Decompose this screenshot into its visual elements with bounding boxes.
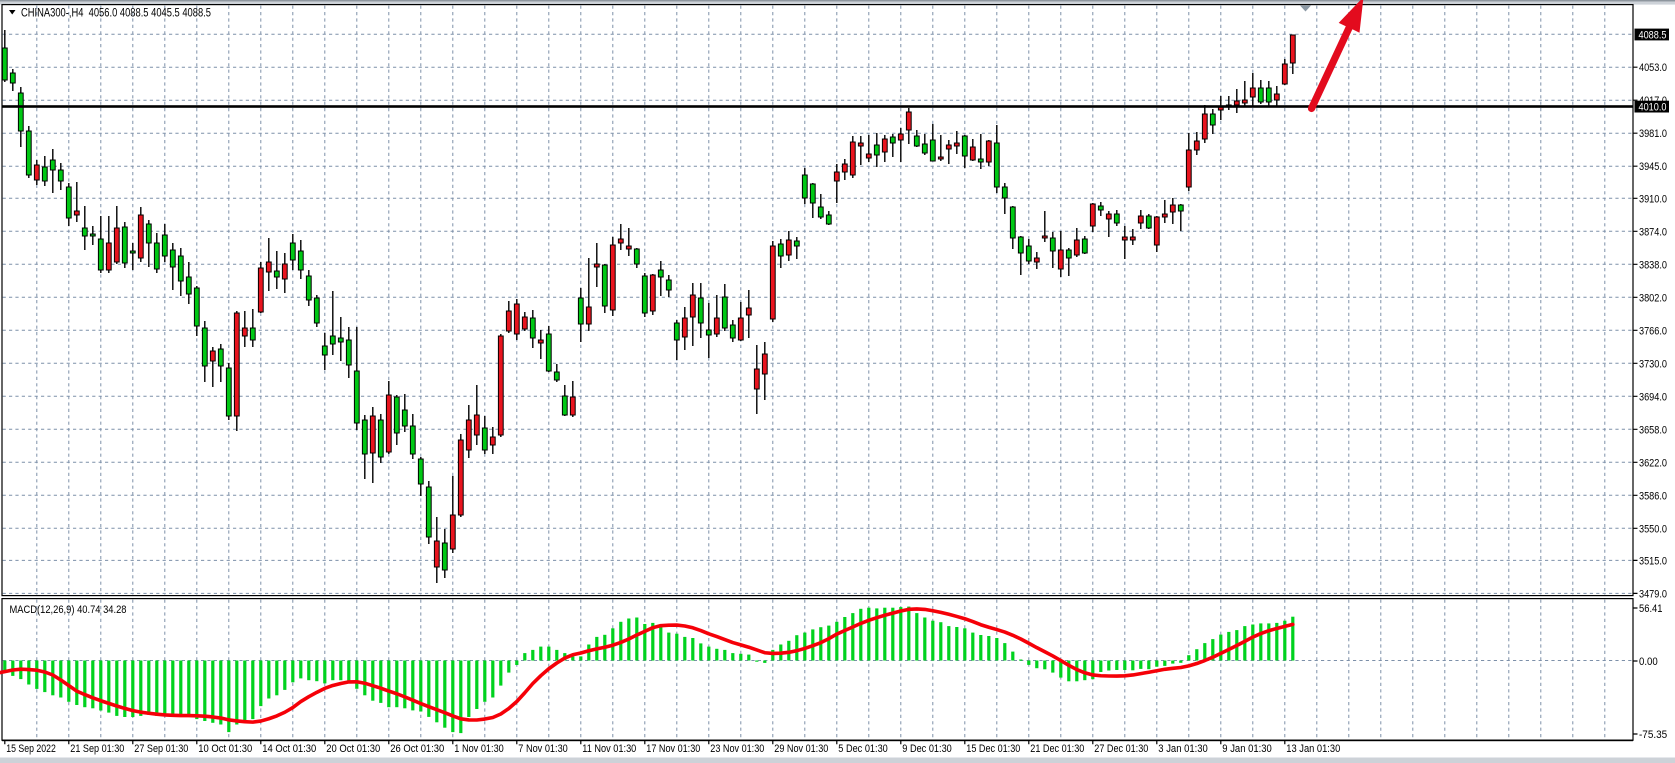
svg-text:-75.35: -75.35 [1639, 729, 1667, 741]
svg-text:17 Nov 01:30: 17 Nov 01:30 [646, 743, 700, 755]
svg-text:10 Oct 01:30: 10 Oct 01:30 [198, 743, 252, 755]
svg-text:15 Sep 2022: 15 Sep 2022 [6, 743, 56, 755]
svg-text:3838.0: 3838.0 [1639, 259, 1667, 271]
svg-text:3694.0: 3694.0 [1639, 391, 1667, 403]
svg-text:7 Nov 01:30: 7 Nov 01:30 [518, 743, 568, 755]
svg-text:1 Nov 01:30: 1 Nov 01:30 [454, 743, 504, 755]
svg-text:4053.0: 4053.0 [1639, 62, 1667, 74]
svg-text:27 Dec 01:30: 27 Dec 01:30 [1094, 743, 1148, 755]
svg-text:3658.0: 3658.0 [1639, 424, 1667, 436]
svg-text:3479.0: 3479.0 [1639, 588, 1667, 600]
svg-text:3874.0: 3874.0 [1639, 226, 1667, 238]
svg-text:3945.0: 3945.0 [1639, 161, 1667, 173]
svg-text:5 Dec 01:30: 5 Dec 01:30 [838, 743, 888, 755]
svg-text:3515.0: 3515.0 [1639, 555, 1667, 567]
svg-text:21 Dec 01:30: 21 Dec 01:30 [1030, 743, 1084, 755]
svg-text:14 Oct 01:30: 14 Oct 01:30 [262, 743, 316, 755]
svg-text:13 Jan 01:30: 13 Jan 01:30 [1286, 743, 1340, 755]
svg-text:3730.0: 3730.0 [1639, 358, 1667, 370]
svg-text:4088.5: 4088.5 [1639, 30, 1667, 42]
svg-text:0.00: 0.00 [1639, 656, 1658, 668]
svg-text:27 Sep 01:30: 27 Sep 01:30 [134, 743, 188, 755]
svg-text:3802.0: 3802.0 [1639, 292, 1667, 304]
svg-text:23 Nov 01:30: 23 Nov 01:30 [710, 743, 764, 755]
svg-text:3622.0: 3622.0 [1639, 457, 1667, 469]
svg-text:3910.0: 3910.0 [1639, 193, 1667, 205]
svg-text:15 Dec 01:30: 15 Dec 01:30 [966, 743, 1020, 755]
svg-text:MACD(12,26,9) 40.74 34.28: MACD(12,26,9) 40.74 34.28 [10, 604, 127, 616]
svg-text:4010.0: 4010.0 [1639, 102, 1667, 114]
svg-text:CHINA300-,H4 4056.0 4088.5 40: CHINA300-,H4 4056.0 4088.5 4045.5 4088.5 [21, 8, 211, 20]
svg-text:3550.0: 3550.0 [1639, 523, 1667, 535]
svg-text:20 Oct 01:30: 20 Oct 01:30 [326, 743, 380, 755]
svg-text:11 Nov 01:30: 11 Nov 01:30 [582, 743, 636, 755]
svg-text:3586.0: 3586.0 [1639, 490, 1667, 502]
svg-text:26 Oct 01:30: 26 Oct 01:30 [390, 743, 444, 755]
svg-text:9 Jan 01:30: 9 Jan 01:30 [1222, 743, 1272, 755]
svg-text:56.41: 56.41 [1639, 603, 1663, 615]
svg-text:9 Dec 01:30: 9 Dec 01:30 [902, 743, 952, 755]
svg-text:3 Jan 01:30: 3 Jan 01:30 [1158, 743, 1208, 755]
svg-text:29 Nov 01:30: 29 Nov 01:30 [774, 743, 828, 755]
svg-text:3981.0: 3981.0 [1639, 128, 1667, 140]
svg-text:3766.0: 3766.0 [1639, 325, 1667, 337]
svg-text:21 Sep 01:30: 21 Sep 01:30 [70, 743, 124, 755]
